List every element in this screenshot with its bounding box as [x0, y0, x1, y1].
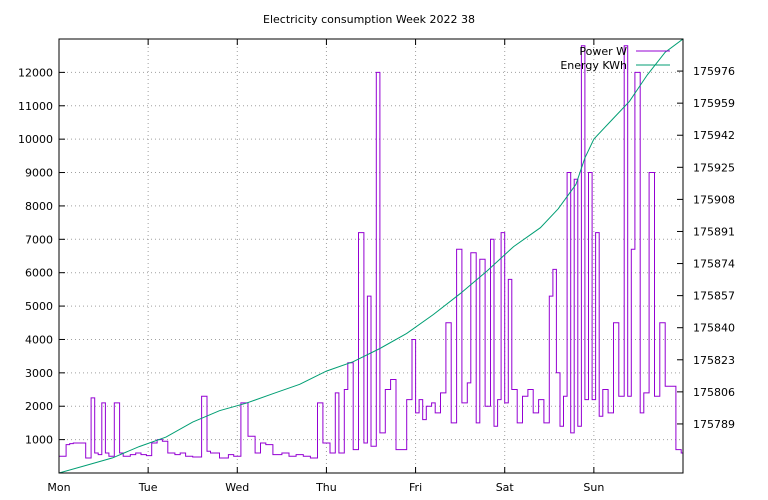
legend-label: Energy KWh — [560, 59, 627, 72]
chart-title: Electricity consumption Week 2022 38 — [263, 13, 475, 26]
axis-ticks: 1000 2000 3000 4000 5000 6000 7000 8000 9000 1000… — [18, 39, 735, 494]
x-tick-label: Mon — [47, 481, 70, 494]
y2-tick-label: 175959 — [693, 97, 735, 110]
y2-tick-label: 175942 — [693, 129, 735, 142]
y2-tick-label: 175806 — [693, 386, 735, 399]
power-series-line — [59, 45, 683, 459]
y2-tick-label: 175840 — [693, 322, 735, 335]
y2-tick-label: 175976 — [693, 65, 735, 78]
y-tick-label: 3000 — [25, 367, 53, 380]
x-tick-label: Wed — [225, 481, 249, 494]
y2-tick-label: 175908 — [693, 193, 735, 206]
y2-tick-label: 175823 — [693, 354, 735, 367]
y2-tick-label: 175789 — [693, 418, 735, 431]
y-tick-label: 6000 — [25, 267, 53, 280]
y-tick-label: 4000 — [25, 333, 53, 346]
y-tick-label: 10000 — [18, 133, 53, 146]
y-tick-label: 11000 — [18, 100, 53, 113]
x-tick-label: Sun — [583, 481, 604, 494]
y-tick-label: 12000 — [18, 66, 53, 79]
y2-tick-label: 175925 — [693, 161, 735, 174]
y-tick-label: 2000 — [25, 400, 53, 413]
y-tick-label: 5000 — [25, 300, 53, 313]
y2-tick-label: 175874 — [693, 258, 735, 271]
y2-tick-label: 175857 — [693, 290, 735, 303]
energy-series-line — [59, 39, 683, 473]
series — [59, 39, 683, 473]
legend-label: Power W — [579, 45, 627, 58]
plot-border — [58, 38, 684, 474]
y-tick-label: 7000 — [25, 233, 53, 246]
x-tick-label: Tue — [138, 481, 158, 494]
y-tick-label: 9000 — [25, 167, 53, 180]
y2-tick-label: 175891 — [693, 225, 735, 238]
x-tick-label: Sat — [496, 481, 515, 494]
y-tick-label: 1000 — [25, 434, 53, 447]
y-tick-label: 8000 — [25, 200, 53, 213]
x-tick-label: Fri — [409, 481, 422, 494]
x-tick-label: Thu — [315, 481, 337, 494]
